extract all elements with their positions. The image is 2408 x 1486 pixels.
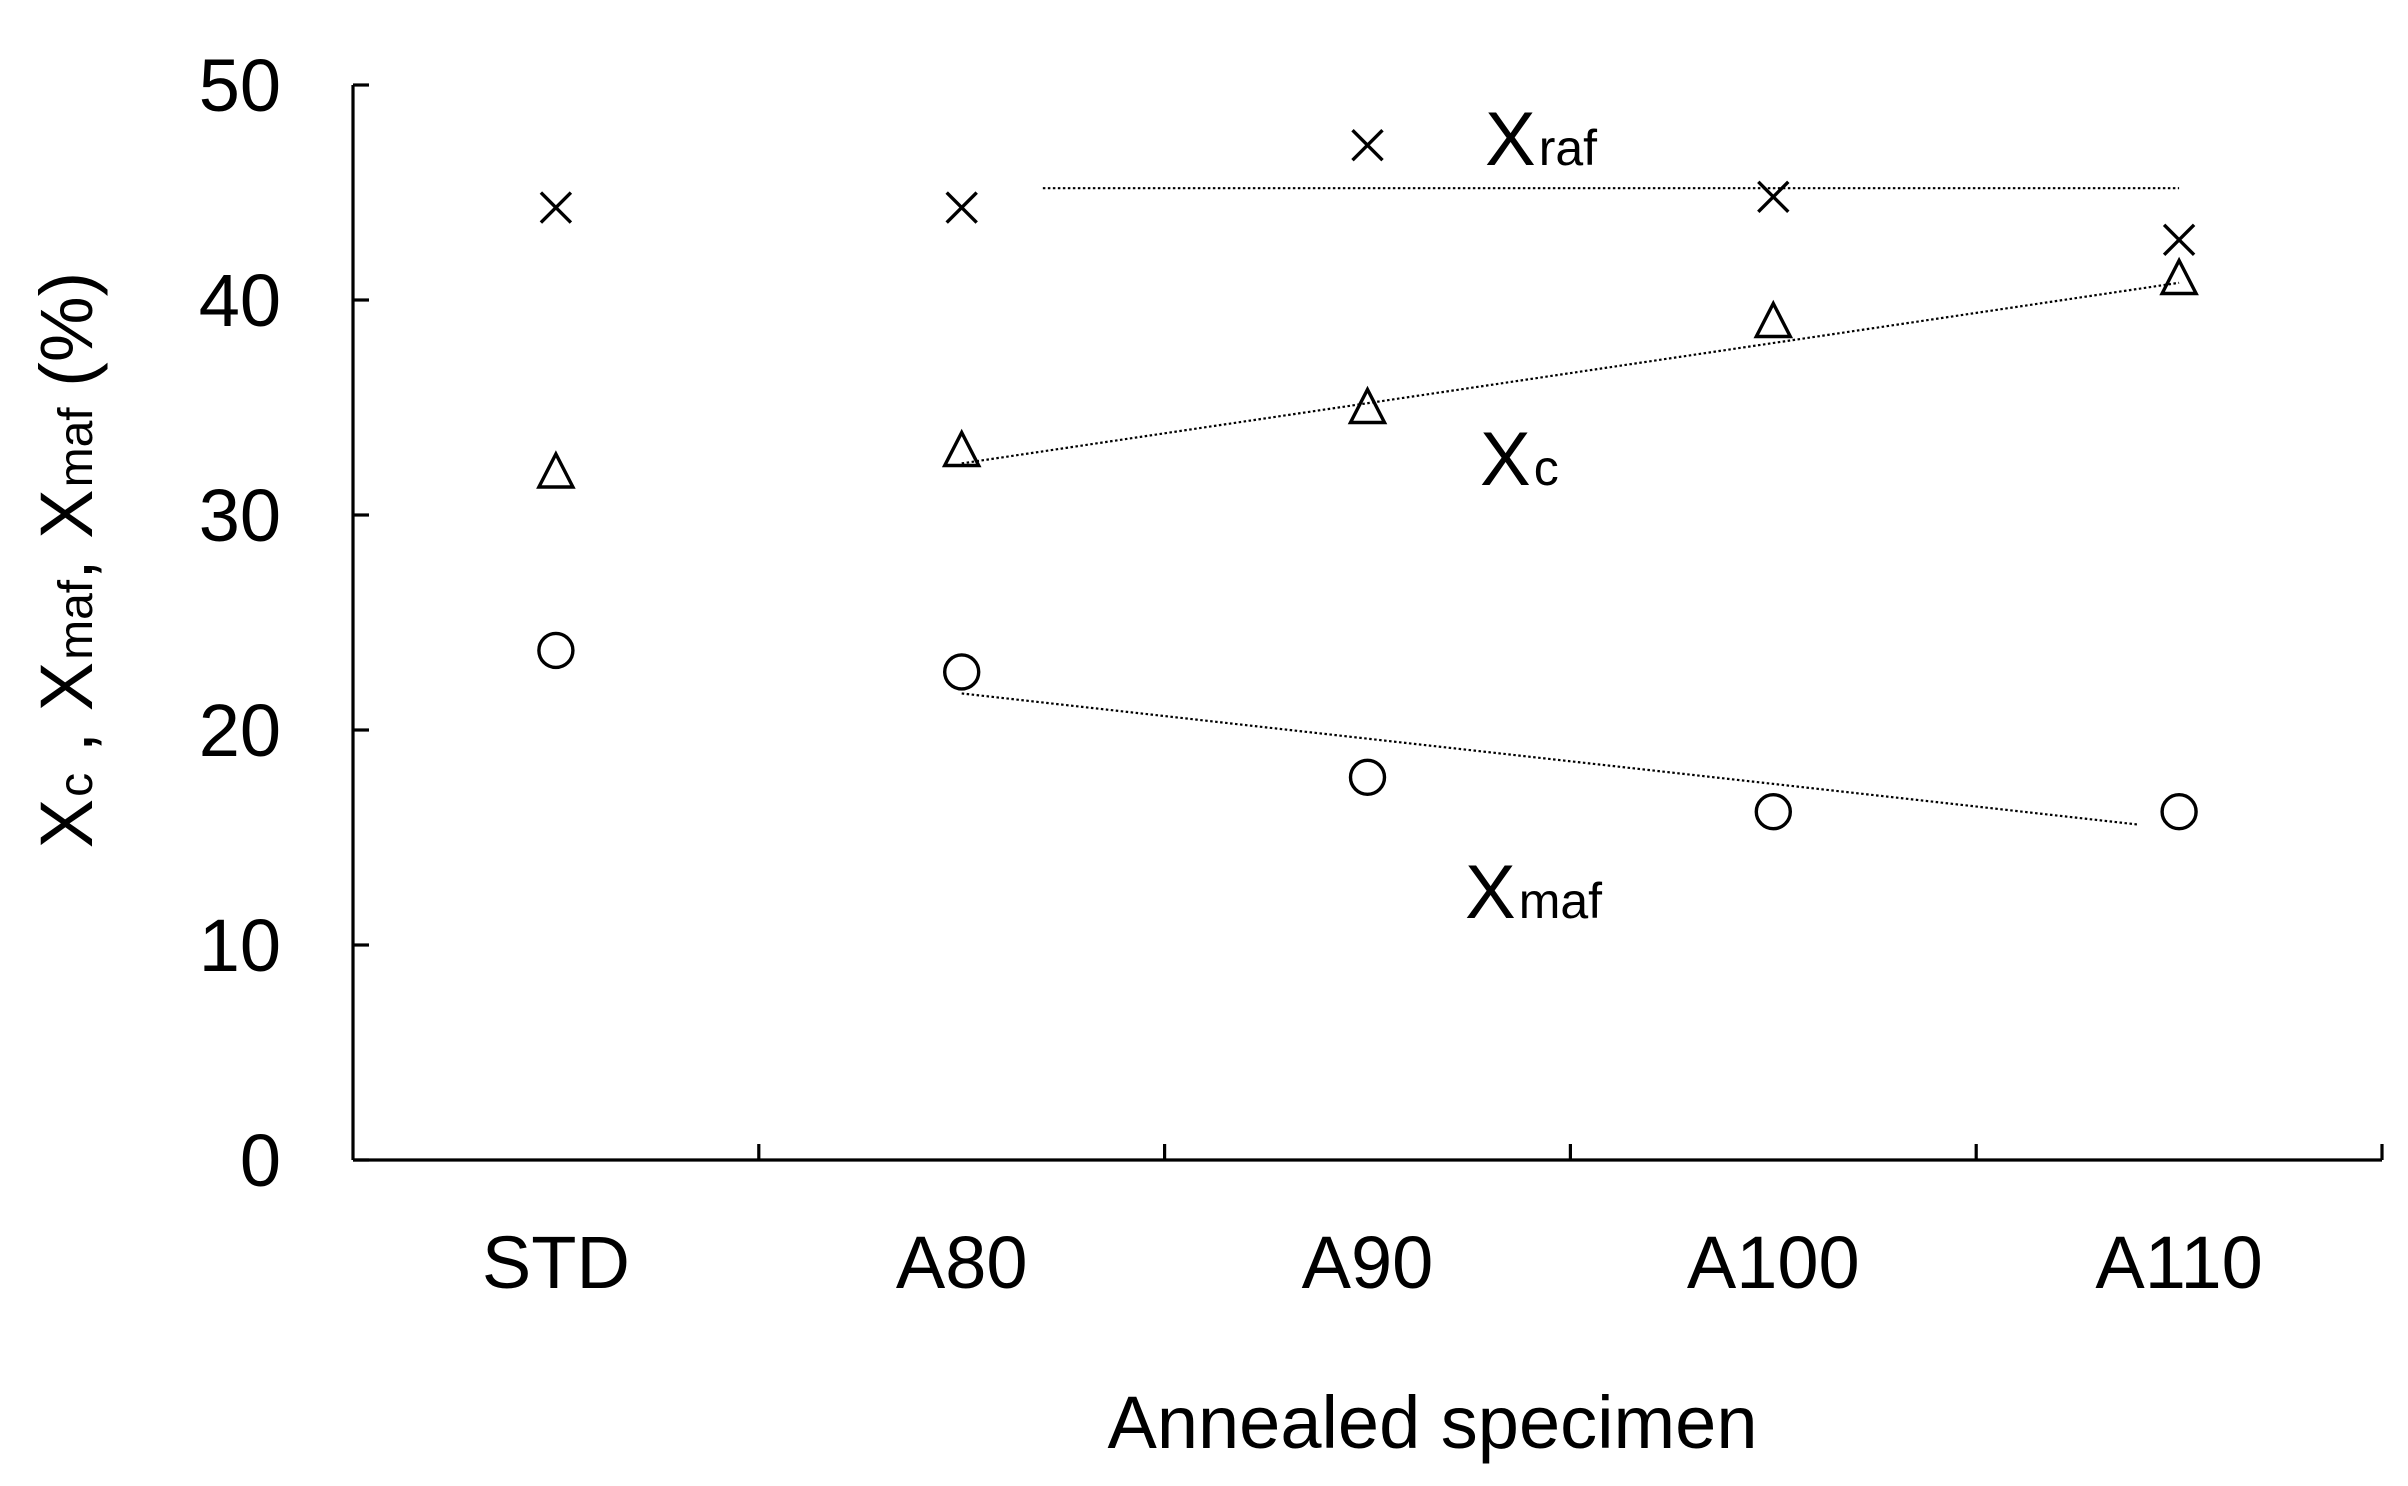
trendline-xc: [961, 281, 2180, 465]
x-tick-label: A110: [2095, 1221, 2262, 1304]
marker-xmaf-a80: [943, 653, 981, 691]
marker-xmaf-std: [537, 631, 575, 670]
marker-xc-std: [536, 450, 576, 489]
plot-area: 0 10 20 30 40 50 STD A80 A90 A100 A110 Xraf Xc Xmaf: [199, 44, 2384, 1304]
y-tick-labels: 0 10 20 30 40 50: [199, 44, 281, 1202]
marker-xmaf-a100: [1754, 793, 1793, 831]
y-ticks: [353, 83, 369, 1162]
marker-xraf-a80: [945, 191, 978, 224]
y-tick-label: 50: [199, 44, 281, 127]
marker-xc-a110: [2159, 256, 2199, 296]
series-labels: Xraf Xc Xmaf: [1465, 97, 1602, 935]
marker-xraf-a110: [2162, 223, 2196, 257]
data-markers: [536, 128, 2199, 831]
marker-xmaf-a110: [2160, 793, 2198, 831]
y-tick-label: 40: [199, 259, 281, 342]
y-tick-label: 10: [199, 904, 281, 987]
y-axis-title: Xc , Xmaf, Xmaf (%): [25, 272, 108, 849]
marker-xc-a100: [1753, 299, 1794, 339]
x-tick-label: A90: [1302, 1221, 1434, 1304]
trendline-xmaf: [961, 692, 2139, 826]
y-tick-label: 20: [199, 689, 281, 772]
marker-xraf-a100: [1757, 180, 1790, 214]
x-ticks: [757, 1144, 2384, 1160]
x-tick-label: A100: [1687, 1221, 1860, 1304]
series-label-xc: Xc: [1480, 417, 1559, 502]
marker-xmaf-a90: [1348, 758, 1387, 796]
marker-xc-a90: [1347, 385, 1388, 425]
x-tick-label: A80: [896, 1221, 1028, 1304]
y-tick-label: 30: [199, 474, 281, 557]
marker-xraf-std: [539, 191, 573, 224]
x-axis-title: Annealed specimen: [1108, 1381, 1758, 1464]
x-tick-label: STD: [482, 1221, 630, 1304]
y-tick-label: 0: [240, 1119, 281, 1202]
marker-xraf-a90: [1351, 128, 1384, 162]
series-label-xraf: Xraf: [1485, 97, 1597, 182]
series-label-xmaf: Xmaf: [1465, 850, 1602, 935]
marker-xc-a80: [941, 428, 982, 468]
x-tick-labels: STD A80 A90 A100 A110: [482, 1221, 2263, 1304]
trendlines: [961, 187, 2180, 826]
